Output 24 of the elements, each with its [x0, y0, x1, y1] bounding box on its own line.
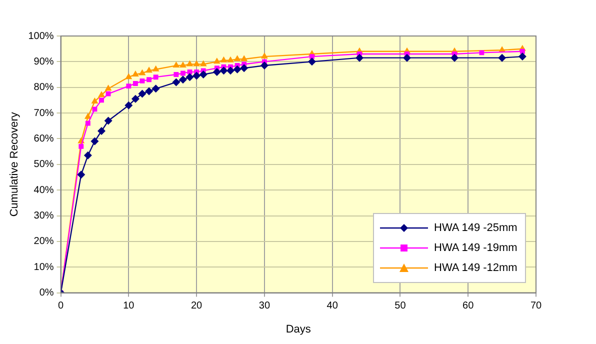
y-tick-label: 30% [34, 210, 54, 222]
y-tick-label: 100% [28, 30, 54, 42]
x-tick-label: 60 [462, 300, 474, 312]
y-tick-label: 90% [34, 56, 54, 68]
y-tick-label: 20% [34, 236, 54, 248]
x-axis-title: Days [286, 323, 312, 336]
x-tick-label: 10 [123, 300, 135, 312]
y-axis-title: Cumulative Recovery [8, 112, 21, 217]
x-tick-label: 70 [530, 300, 542, 312]
x-tick-label: 40 [326, 300, 338, 312]
y-tick-label: 80% [34, 82, 54, 94]
y-tick-label: 0% [39, 288, 54, 299]
legend-label: HWA 149 -25mm [434, 222, 518, 234]
y-tick-label: 60% [34, 133, 54, 144]
legend-label: HWA 149 -12mm [434, 262, 518, 274]
y-tick-label: 40% [34, 184, 54, 196]
x-tick-label: 0 [58, 300, 64, 312]
legend-label: HWA 149 -19mm [434, 242, 518, 254]
x-tick-label: 30 [258, 300, 270, 312]
y-tick-label: 70% [34, 108, 54, 119]
x-tick-label: 50 [394, 300, 406, 312]
x-tick-label: 20 [190, 300, 203, 312]
y-tick-label: 50% [34, 159, 54, 170]
y-tick-label: 10% [34, 262, 54, 273]
